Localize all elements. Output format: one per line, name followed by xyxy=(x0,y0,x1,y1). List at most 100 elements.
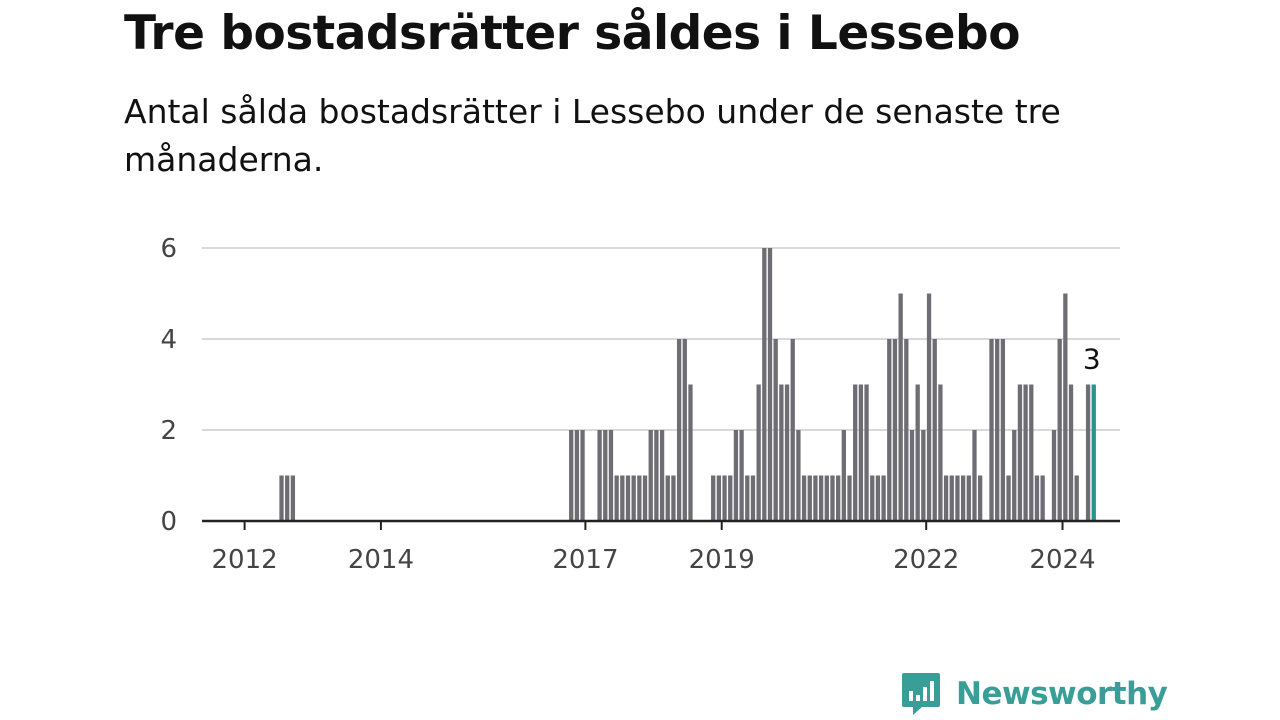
bar xyxy=(580,430,585,521)
bar xyxy=(870,475,875,521)
bar xyxy=(881,475,886,521)
bar xyxy=(750,475,756,521)
x-tick-label: 2012 xyxy=(212,545,278,575)
bar xyxy=(915,384,920,521)
bar xyxy=(955,475,960,521)
newsworthy-logo-text: Newsworthy xyxy=(956,676,1168,712)
bar xyxy=(801,475,807,521)
chart-subtitle: Antal sålda bostadsrätter i Lessebo unde… xyxy=(124,92,1061,179)
bar xyxy=(762,248,767,521)
bar xyxy=(625,475,631,521)
bar xyxy=(938,384,943,521)
bar xyxy=(1029,384,1034,521)
bar xyxy=(875,475,881,521)
bar xyxy=(688,384,693,521)
bar xyxy=(1000,339,1006,521)
bar xyxy=(654,430,659,521)
bar xyxy=(1017,384,1023,521)
bar xyxy=(728,475,733,521)
bar xyxy=(648,430,653,521)
bar xyxy=(1074,475,1079,521)
bar xyxy=(784,384,790,521)
bar xyxy=(620,475,625,521)
bar xyxy=(926,293,932,521)
bar xyxy=(853,384,858,521)
bar xyxy=(892,339,898,521)
bar xyxy=(898,293,903,521)
x-tick-label: 2022 xyxy=(893,545,959,575)
chart-title: Tre bostadsrätter såldes i Lessebo xyxy=(124,6,1021,61)
bar xyxy=(745,475,750,521)
gridlines xyxy=(202,247,1120,431)
highlight-value-label: 3 xyxy=(1083,343,1101,376)
bar xyxy=(642,475,648,521)
bar xyxy=(671,475,676,521)
bar xyxy=(665,475,670,521)
bars xyxy=(279,248,1096,521)
bar xyxy=(659,430,665,521)
bar xyxy=(830,475,835,521)
x-tick-label: 2019 xyxy=(689,545,755,575)
bar xyxy=(711,475,716,521)
bar xyxy=(285,475,290,521)
bar xyxy=(989,339,994,521)
bar xyxy=(1085,384,1091,521)
bar xyxy=(779,384,784,521)
bar xyxy=(773,339,778,521)
bar xyxy=(949,475,954,521)
bar xyxy=(1040,475,1045,521)
y-tick-label: 0 xyxy=(160,507,177,537)
bar xyxy=(966,475,971,521)
bar xyxy=(818,475,824,521)
bar xyxy=(972,430,977,521)
bar xyxy=(682,339,687,521)
axes: 0 2 4 6 3 2012 2014 2017 2019 2022 2024 xyxy=(160,234,1120,575)
bar xyxy=(1051,430,1057,521)
bar xyxy=(790,339,795,521)
bar xyxy=(847,475,852,521)
bar xyxy=(858,384,864,521)
bar xyxy=(960,475,966,521)
bar xyxy=(813,475,818,521)
bar xyxy=(887,339,892,521)
bar-highlight xyxy=(1091,384,1096,521)
bar xyxy=(995,339,1000,521)
bar xyxy=(603,430,608,521)
bar xyxy=(290,475,296,521)
bar xyxy=(716,475,722,521)
bar xyxy=(614,475,619,521)
bar xyxy=(864,384,869,521)
bar xyxy=(932,339,937,521)
bar xyxy=(1012,430,1017,521)
bar xyxy=(279,475,284,521)
bar xyxy=(676,339,682,521)
bar xyxy=(904,339,909,521)
bar xyxy=(739,430,744,521)
bar xyxy=(943,475,949,521)
bar xyxy=(722,475,727,521)
bar xyxy=(824,475,829,521)
newsworthy-logo: Newsworthy xyxy=(900,668,1168,720)
bar xyxy=(569,430,574,521)
newsworthy-logo-icon xyxy=(902,673,940,715)
bar xyxy=(767,248,773,521)
bar xyxy=(574,430,580,521)
x-tick-label: 2014 xyxy=(348,545,414,575)
bar xyxy=(921,430,926,521)
y-tick-label: 6 xyxy=(160,234,177,264)
bar xyxy=(841,430,846,521)
bar xyxy=(608,430,614,521)
bar xyxy=(807,475,812,521)
bar xyxy=(631,475,636,521)
bar xyxy=(978,475,983,521)
y-tick-label: 4 xyxy=(160,325,177,355)
bar xyxy=(1023,384,1028,521)
bar xyxy=(597,430,602,521)
bar xyxy=(1063,293,1068,521)
bar xyxy=(733,430,739,521)
bar xyxy=(909,430,915,521)
bar xyxy=(1034,475,1040,521)
bar xyxy=(796,430,801,521)
bar xyxy=(1068,384,1074,521)
